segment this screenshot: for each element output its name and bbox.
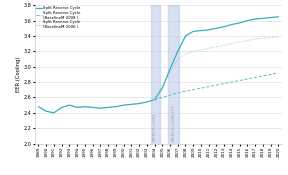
Split Reverse Cycle [52, 112, 56, 114]
Split Reverse Cycle
(BaselineM 2006 ) [215, 46, 218, 48]
Split Reverse Cycle [106, 106, 110, 108]
Split Reverse Cycle [277, 16, 280, 18]
Split Reverse Cycle
(BaselineM 2006 ) [261, 37, 265, 39]
Split Reverse Cycle [60, 106, 63, 108]
Split Reverse Cycle [230, 23, 234, 26]
Split Reverse Cycle
(BaselineM 2006 ) [246, 40, 249, 42]
Split Reverse Cycle [153, 99, 156, 101]
Split Reverse Cycle [37, 106, 40, 108]
Split Reverse Cycle
(BaselineM 2008 ) [230, 81, 234, 83]
Split Reverse Cycle
(BaselineM 2006 ) [269, 36, 272, 38]
Split Reverse Cycle
(BaselineM 2006 ) [192, 50, 195, 52]
Split Reverse Cycle [168, 68, 172, 70]
Split Reverse Cycle [199, 30, 203, 32]
Split Reverse Cycle
(BaselineM 2006 ) [230, 43, 234, 45]
Split Reverse Cycle [246, 20, 249, 22]
Split Reverse Cycle
(BaselineM 2006 ) [168, 71, 172, 73]
Line: Split Reverse Cycle
(BaselineM 2008 ): Split Reverse Cycle (BaselineM 2008 ) [155, 73, 278, 100]
Split Reverse Cycle
(BaselineM 2008 ) [192, 89, 195, 91]
Split Reverse Cycle
(BaselineM 2006 ) [238, 41, 241, 43]
Split Reverse Cycle [44, 110, 48, 112]
Split Reverse Cycle
(BaselineM 2008 ) [207, 86, 211, 88]
Split Reverse Cycle [215, 27, 218, 29]
Legend: Split Reverse Cycle, Split Reverse Cycle
(BaselineM 2008 ), Split Reverse Cycle
: Split Reverse Cycle, Split Reverse Cycle… [35, 6, 80, 29]
Split Reverse Cycle
(BaselineM 2008 ) [246, 78, 249, 80]
Split Reverse Cycle
(BaselineM 2008 ) [168, 94, 172, 96]
Split Reverse Cycle
(BaselineM 2008 ) [176, 92, 179, 94]
Line: Split Reverse Cycle: Split Reverse Cycle [38, 17, 278, 113]
Split Reverse Cycle
(BaselineM 2008 ) [277, 72, 280, 74]
Split Reverse Cycle [114, 106, 118, 108]
Split Reverse Cycle [269, 16, 272, 19]
Split Reverse Cycle
(BaselineM 2006 ) [153, 99, 156, 101]
Split Reverse Cycle [98, 107, 102, 109]
Split Reverse Cycle [83, 106, 87, 108]
Split Reverse Cycle [91, 106, 94, 108]
Bar [168, 5, 179, 144]
Split Reverse Cycle [122, 104, 125, 106]
Split Reverse Cycle [261, 17, 265, 19]
Split Reverse Cycle [192, 30, 195, 32]
Bar [151, 5, 160, 144]
Split Reverse Cycle
(BaselineM 2008 ) [160, 96, 164, 99]
Split Reverse Cycle [68, 104, 71, 106]
Split Reverse Cycle [184, 35, 187, 37]
Split Reverse Cycle
(BaselineM 2006 ) [184, 53, 187, 55]
Split Reverse Cycle
(BaselineM 2008 ) [199, 87, 203, 89]
Split Reverse Cycle
(BaselineM 2006 ) [207, 47, 211, 49]
Split Reverse Cycle [238, 22, 241, 24]
Split Reverse Cycle
(BaselineM 2006 ) [176, 58, 179, 60]
Split Reverse Cycle
(BaselineM 2006 ) [253, 38, 257, 40]
Split Reverse Cycle [207, 29, 211, 31]
Split Reverse Cycle
(BaselineM 2008 ) [222, 83, 226, 85]
Split Reverse Cycle
(BaselineM 2008 ) [238, 79, 241, 82]
Split Reverse Cycle
(BaselineM 2006 ) [222, 44, 226, 46]
Split Reverse Cycle [176, 50, 179, 52]
Split Reverse Cycle
(BaselineM 2008 ) [269, 73, 272, 75]
Text: MEPS P=2004: MEPS P=2004 [153, 114, 157, 141]
Y-axis label: EER (Cooling): EER (Cooling) [16, 57, 20, 92]
Split Reverse Cycle [137, 103, 141, 105]
Split Reverse Cycle
(BaselineM 2008 ) [253, 76, 257, 79]
Split Reverse Cycle
(BaselineM 2006 ) [160, 85, 164, 87]
Split Reverse Cycle
(BaselineM 2008 ) [184, 90, 187, 92]
Split Reverse Cycle
(BaselineM 2008 ) [261, 75, 265, 77]
Split Reverse Cycle
(BaselineM 2006 ) [277, 36, 280, 38]
Split Reverse Cycle [253, 18, 257, 20]
Split Reverse Cycle [222, 26, 226, 28]
Split Reverse Cycle
(BaselineM 2008 ) [153, 99, 156, 101]
Split Reverse Cycle [160, 87, 164, 89]
Split Reverse Cycle
(BaselineM 2006 ) [199, 49, 203, 51]
Split Reverse Cycle [75, 106, 79, 108]
Split Reverse Cycle [145, 101, 149, 103]
Split Reverse Cycle [130, 103, 133, 105]
Line: Split Reverse Cycle
(BaselineM 2006 ): Split Reverse Cycle (BaselineM 2006 ) [155, 37, 278, 100]
Text: MEPS P=2006 FCT: MEPS P=2006 FCT [172, 105, 176, 141]
Split Reverse Cycle
(BaselineM 2008 ) [215, 84, 218, 86]
